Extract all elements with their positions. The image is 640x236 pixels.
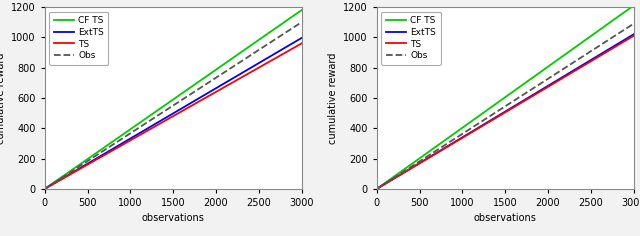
Legend: CF TS, ExtTS, TS, Obs: CF TS, ExtTS, TS, Obs (49, 12, 108, 65)
Legend: CF TS, ExtTS, TS, Obs: CF TS, ExtTS, TS, Obs (381, 12, 440, 65)
X-axis label: observations: observations (474, 213, 537, 223)
Y-axis label: cumulative reward: cumulative reward (0, 52, 6, 144)
X-axis label: observations: observations (141, 213, 205, 223)
Y-axis label: cumulative reward: cumulative reward (328, 52, 338, 144)
